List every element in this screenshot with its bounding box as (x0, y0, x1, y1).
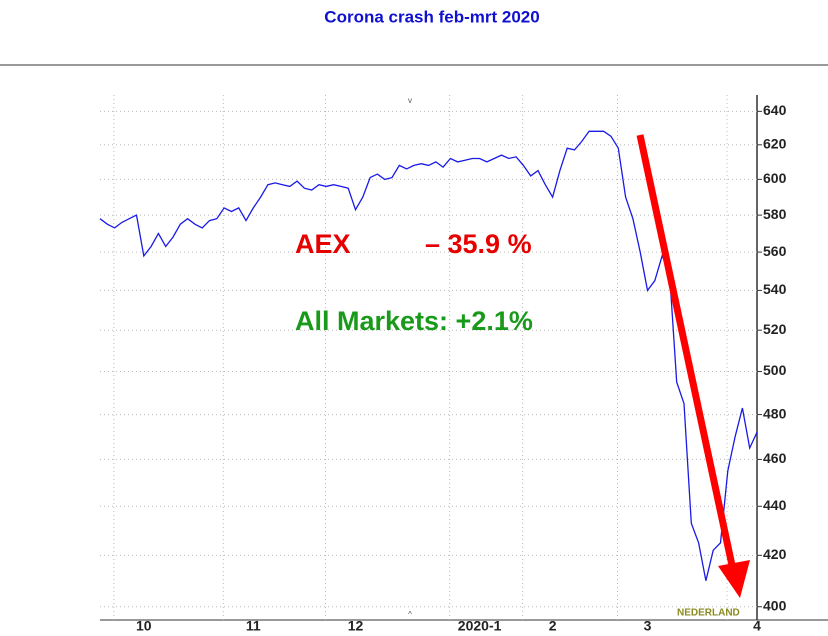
arrow-head (718, 560, 750, 598)
y-tick-label: 420 (763, 546, 787, 562)
annotation: AEX (295, 229, 351, 259)
line-series (99, 130, 758, 581)
annotation: All Markets: +2.1% (295, 306, 533, 336)
plot (99, 95, 758, 620)
x-tick-label: 12 (348, 618, 364, 634)
y-tick-label: 580 (763, 206, 787, 222)
y-tick-label: 480 (763, 405, 787, 421)
annotation: NEDERLAND (677, 608, 740, 619)
chart-title: Corona crash feb-mrt 2020 (324, 7, 539, 26)
x-tick-label: 10 (136, 618, 152, 634)
y-tick-label: 640 (763, 102, 787, 118)
y-tick-label: 600 (763, 170, 787, 186)
y-tick-label: 520 (763, 321, 787, 337)
y-tick-label: 440 (763, 497, 787, 513)
x-tick-label: 2 (549, 618, 557, 634)
y-tick-label: 460 (763, 450, 787, 466)
x-tick-label: 3 (644, 618, 652, 634)
y-tick-label: 620 (763, 136, 787, 152)
x-tick-label: 11 (246, 618, 261, 634)
arrow (636, 134, 750, 598)
y-tick-label: 540 (763, 281, 787, 297)
y-tick-label: 560 (763, 243, 787, 259)
arrow-shaft (636, 134, 737, 571)
annotation: – 35.9 % (425, 229, 532, 259)
y-tick-label: 500 (763, 362, 787, 378)
marker: v (408, 96, 412, 105)
x-tick-label: 2020-1 (458, 618, 502, 634)
marker: ^ (408, 610, 412, 619)
x-tick-label: 4 (753, 618, 761, 634)
y-tick-label: 400 (763, 597, 787, 613)
